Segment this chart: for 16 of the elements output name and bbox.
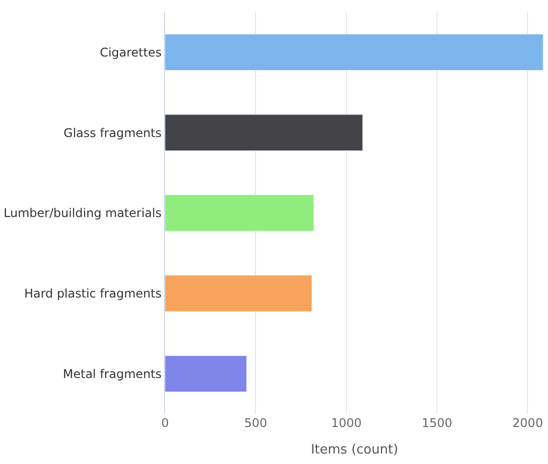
bar bbox=[165, 275, 312, 312]
x-tick-label: 1500 bbox=[422, 416, 452, 430]
y-tick-label: Metal fragments bbox=[62, 367, 162, 381]
bar bbox=[165, 194, 314, 232]
bar bbox=[165, 114, 363, 151]
y-tick-label: Glass fragments bbox=[64, 126, 162, 140]
bar bbox=[165, 355, 247, 392]
x-tick-label: 0 bbox=[161, 416, 169, 430]
y-tick-label: Cigarettes bbox=[100, 45, 162, 60]
x-axis-title: Items (count) bbox=[310, 442, 398, 458]
x-tick-label: 1000 bbox=[331, 416, 362, 430]
y-tick-label: Lumber/building materials bbox=[4, 206, 162, 220]
bar bbox=[165, 34, 544, 71]
y-tick-label: Hard plastic fragments bbox=[24, 286, 162, 301]
x-tick-label: 2000 bbox=[512, 416, 543, 430]
x-tick-label: 500 bbox=[244, 416, 268, 430]
